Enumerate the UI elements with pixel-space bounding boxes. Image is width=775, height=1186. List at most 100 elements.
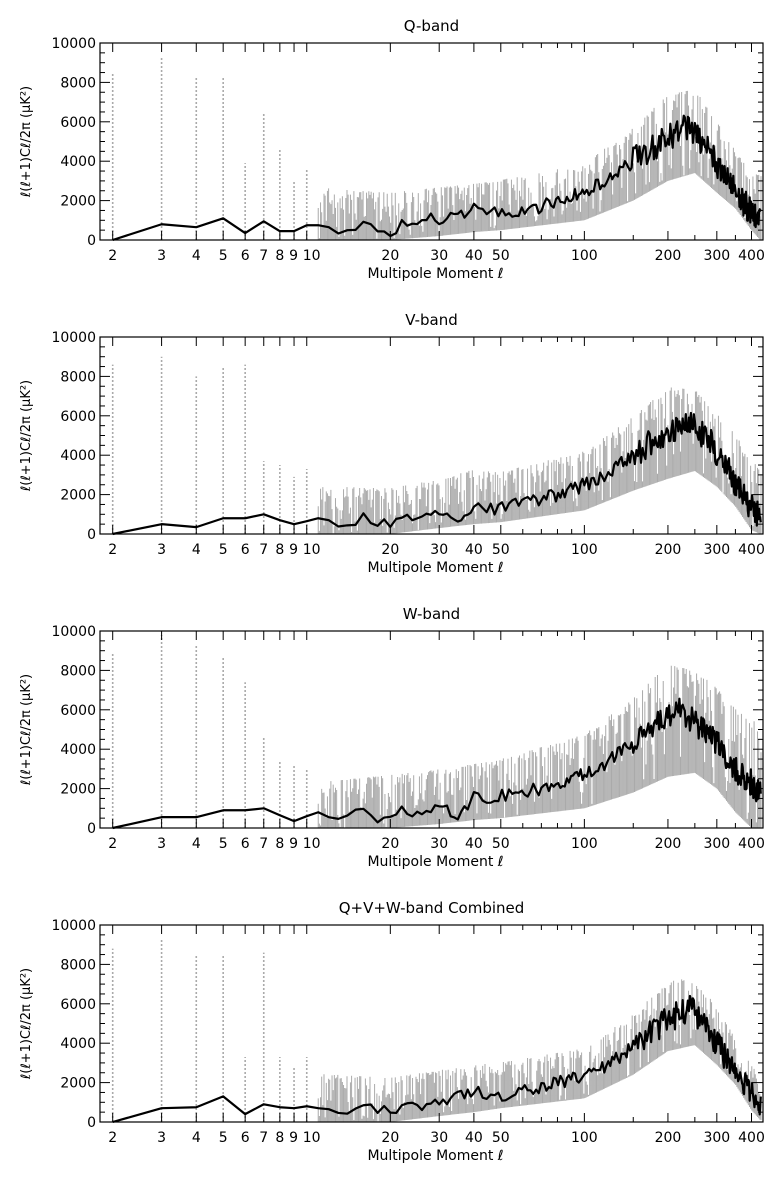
x-tick-label: 5 <box>219 542 228 558</box>
x-tick-label: 10 <box>303 248 321 264</box>
chart-title: Q+V+W-band Combined <box>339 899 525 917</box>
x-tick-label: 40 <box>465 542 483 558</box>
y-axis-label: ℓ(ℓ+1)Cℓ/2π (μK²) <box>19 968 34 1080</box>
x-tick-label: 10 <box>303 542 321 558</box>
measured-spectrum-line <box>112 994 762 1124</box>
y-tick-label: 4000 <box>60 742 96 758</box>
realization-scatter <box>111 634 762 828</box>
y-tick-label: 6000 <box>60 409 96 425</box>
y-tick-label: 6000 <box>60 703 96 719</box>
x-tick-label: 5 <box>219 248 228 264</box>
y-tick-label: 8000 <box>60 957 96 973</box>
x-tick-label: 7 <box>259 836 268 852</box>
y-axis-label: ℓ(ℓ+1)Cℓ/2π (μK²) <box>19 674 34 786</box>
y-axis: 0 2000 4000 6000 8000 10000 <box>51 624 763 837</box>
y-tick-label: 0 <box>87 821 96 837</box>
y-axis: 0 2000 4000 6000 8000 10000 <box>51 36 763 249</box>
chart-title: W-band <box>403 605 460 623</box>
x-tick-label: 9 <box>289 248 298 264</box>
x-tick-label: 3 <box>157 836 166 852</box>
x-tick-label: 300 <box>703 836 730 852</box>
x-tick-label: 100 <box>571 248 598 264</box>
x-tick-label: 6 <box>241 1130 250 1146</box>
x-tick-label: 3 <box>157 542 166 558</box>
chart-panel-3: 0 2000 4000 6000 8000 10000 2 3 4 5 6 7 8 9 10 20 30 40 50… <box>19 605 765 870</box>
x-tick-label: 6 <box>241 836 250 852</box>
x-tick-label: 50 <box>492 248 510 264</box>
x-tick-label: 4 <box>192 542 201 558</box>
x-tick-label: 200 <box>655 1130 682 1146</box>
measured-spectrum-line <box>112 114 762 242</box>
x-tick-label: 9 <box>289 1130 298 1146</box>
x-tick-label: 30 <box>430 542 448 558</box>
x-tick-label: 2 <box>108 836 117 852</box>
y-tick-label: 10000 <box>51 330 96 346</box>
x-tick-label: 10 <box>303 1130 321 1146</box>
y-tick-label: 0 <box>87 527 96 543</box>
y-tick-label: 10000 <box>51 918 96 934</box>
measured-spectrum-line <box>112 411 762 536</box>
x-axis-label: Multipole Moment ℓ <box>367 560 503 576</box>
y-axis: 0 2000 4000 6000 8000 10000 <box>51 330 763 543</box>
x-tick-label: 8 <box>275 1130 284 1146</box>
x-tick-label: 30 <box>430 836 448 852</box>
x-tick-label: 9 <box>289 836 298 852</box>
x-tick-label: 100 <box>571 1130 598 1146</box>
x-axis-label: Multipole Moment ℓ <box>367 266 503 282</box>
x-tick-label: 2 <box>108 542 117 558</box>
x-tick-label: 300 <box>703 542 730 558</box>
x-tick-label: 9 <box>289 542 298 558</box>
x-tick-label: 2 <box>108 248 117 264</box>
x-tick-label: 20 <box>381 542 399 558</box>
x-tick-label: 5 <box>219 836 228 852</box>
x-tick-label: 300 <box>703 1130 730 1146</box>
x-tick-label: 2 <box>108 1130 117 1146</box>
x-tick-label: 3 <box>157 1130 166 1146</box>
measured-spectrum-line <box>112 697 762 830</box>
y-tick-label: 8000 <box>60 75 96 91</box>
plot-frame <box>99 924 764 1123</box>
y-axis-label: ℓ(ℓ+1)Cℓ/2π (μK²) <box>19 380 34 492</box>
x-tick-label: 40 <box>465 1130 483 1146</box>
x-tick-label: 40 <box>465 248 483 264</box>
x-tick-label: 7 <box>259 1130 268 1146</box>
x-tick-label: 200 <box>655 248 682 264</box>
x-tick-label: 100 <box>571 542 598 558</box>
y-axis-label: ℓ(ℓ+1)Cℓ/2π (μK²) <box>19 86 34 198</box>
y-tick-label: 4000 <box>60 154 96 170</box>
scatter-band <box>317 387 762 534</box>
y-tick-label: 6000 <box>60 997 96 1013</box>
x-axis-label: Multipole Moment ℓ <box>367 1148 503 1164</box>
x-tick-label: 400 <box>738 1130 765 1146</box>
x-tick-label: 20 <box>381 248 399 264</box>
y-tick-label: 8000 <box>60 369 96 385</box>
x-tick-label: 200 <box>655 542 682 558</box>
y-tick-label: 8000 <box>60 663 96 679</box>
y-tick-label: 4000 <box>60 1036 96 1052</box>
x-tick-label: 50 <box>492 1130 510 1146</box>
y-tick-label: 2000 <box>60 194 96 210</box>
scatter-band <box>317 665 762 828</box>
x-axis: 2 3 4 5 6 7 8 9 10 20 30 40 50 100 200 300 400 <box>108 43 765 264</box>
x-tick-label: 4 <box>192 1130 201 1146</box>
x-tick-label: 100 <box>571 836 598 852</box>
x-axis: 2 3 4 5 6 7 8 9 10 20 30 40 50 100 200 300 400 <box>108 925 765 1146</box>
y-tick-label: 6000 <box>60 115 96 131</box>
x-tick-label: 3 <box>157 248 166 264</box>
x-tick-label: 400 <box>738 836 765 852</box>
x-tick-label: 7 <box>259 248 268 264</box>
x-tick-label: 200 <box>655 836 682 852</box>
y-tick-label: 0 <box>87 233 96 249</box>
x-tick-label: 40 <box>465 836 483 852</box>
y-tick-label: 10000 <box>51 624 96 640</box>
x-tick-label: 30 <box>430 1130 448 1146</box>
scatter-band <box>317 90 762 240</box>
x-tick-label: 8 <box>275 248 284 264</box>
x-tick-label: 300 <box>703 248 730 264</box>
x-tick-label: 8 <box>275 836 284 852</box>
x-tick-label: 5 <box>219 1130 228 1146</box>
x-tick-label: 30 <box>430 248 448 264</box>
x-axis: 2 3 4 5 6 7 8 9 10 20 30 40 50 100 200 300 400 <box>108 337 765 558</box>
realization-scatter <box>111 938 762 1122</box>
